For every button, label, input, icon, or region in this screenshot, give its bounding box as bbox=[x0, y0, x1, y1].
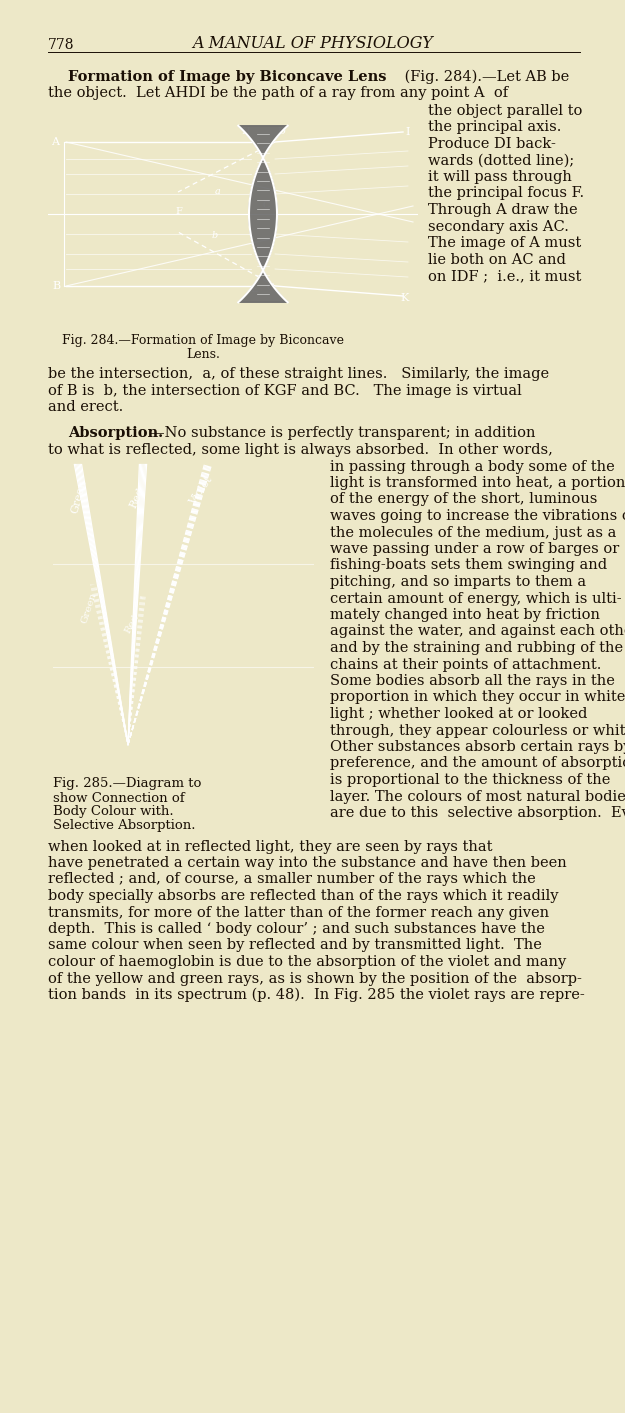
Text: on IDF ;  i.e., it must: on IDF ; i.e., it must bbox=[428, 268, 581, 283]
Text: be the intersection,  a, of these straight lines.   Similarly, the image: be the intersection, a, of these straigh… bbox=[48, 367, 549, 382]
Text: chains at their points of attachment.: chains at their points of attachment. bbox=[330, 657, 601, 671]
Polygon shape bbox=[238, 126, 288, 302]
Text: secondary axis AC.: secondary axis AC. bbox=[428, 219, 569, 233]
Text: layer. The colours of most natural bodies: layer. The colours of most natural bodie… bbox=[330, 790, 625, 804]
Text: 778: 778 bbox=[48, 38, 74, 52]
Text: E: E bbox=[250, 284, 257, 294]
Text: Formation of Image by Biconcave Lens: Formation of Image by Biconcave Lens bbox=[68, 71, 386, 83]
Text: the object parallel to: the object parallel to bbox=[428, 105, 582, 119]
Text: of the energy of the short, luminous: of the energy of the short, luminous bbox=[330, 493, 598, 506]
Text: the principal focus F.: the principal focus F. bbox=[428, 187, 584, 201]
Text: Some bodies absorb all the rays in the: Some bodies absorb all the rays in the bbox=[330, 674, 615, 688]
Text: preference, and the amount of absorption: preference, and the amount of absorption bbox=[330, 756, 625, 770]
Text: b: b bbox=[212, 230, 218, 239]
Text: Red: Red bbox=[128, 486, 146, 510]
Text: reflected ; and, of course, a smaller number of the rays which the: reflected ; and, of course, a smaller nu… bbox=[48, 872, 536, 886]
Text: a: a bbox=[215, 187, 221, 195]
Text: of B is  b, the intersection of KGF and BC.   The image is virtual: of B is b, the intersection of KGF and B… bbox=[48, 383, 522, 397]
Text: colour of haemoglobin is due to the absorption of the violet and many: colour of haemoglobin is due to the abso… bbox=[48, 955, 566, 969]
Text: Fig. 285.—Diagram to: Fig. 285.—Diagram to bbox=[53, 777, 201, 790]
Text: K: K bbox=[400, 292, 408, 302]
Text: wards (dotted line);: wards (dotted line); bbox=[428, 154, 574, 168]
Text: certain amount of energy, which is ulti-: certain amount of energy, which is ulti- bbox=[330, 592, 622, 606]
Text: I: I bbox=[405, 127, 409, 137]
Text: show Connection of: show Connection of bbox=[53, 791, 184, 804]
Text: and by the straining and rubbing of the: and by the straining and rubbing of the bbox=[330, 642, 623, 656]
Text: B: B bbox=[52, 281, 60, 291]
Text: light ; whether looked at or looked: light ; whether looked at or looked bbox=[330, 706, 588, 721]
Text: The image of A must: The image of A must bbox=[428, 236, 581, 250]
Text: to what is reflected, some light is always absorbed.  In other words,: to what is reflected, some light is alwa… bbox=[48, 444, 553, 456]
Text: Lens.: Lens. bbox=[186, 348, 220, 360]
Text: in passing through a body some of the: in passing through a body some of the bbox=[330, 459, 615, 473]
Text: transmits, for more of the latter than of the former reach any given: transmits, for more of the latter than o… bbox=[48, 906, 549, 920]
Text: when looked at in reflected light, they are seen by rays that: when looked at in reflected light, they … bbox=[48, 839, 493, 853]
Text: H: H bbox=[241, 127, 249, 137]
Text: Fig. 284.—Formation of Image by Biconcave: Fig. 284.—Formation of Image by Biconcav… bbox=[62, 333, 344, 348]
Text: is proportional to the thickness of the: is proportional to the thickness of the bbox=[330, 773, 611, 787]
Text: light is transformed into heat, a portion: light is transformed into heat, a portio… bbox=[330, 476, 625, 490]
Text: F: F bbox=[175, 206, 182, 216]
Text: proportion in which they occur in white: proportion in which they occur in white bbox=[330, 691, 625, 705]
Text: tion bands  in its spectrum (p. 48).  In Fig. 285 the violet rays are repre-: tion bands in its spectrum (p. 48). In F… bbox=[48, 988, 585, 1002]
Text: body specially absorbs are reflected than of the rays which it readily: body specially absorbs are reflected tha… bbox=[48, 889, 559, 903]
Text: G: G bbox=[267, 283, 275, 291]
Text: are due to this  selective absorption.  Even: are due to this selective absorption. Ev… bbox=[330, 805, 625, 820]
Text: Green: Green bbox=[70, 479, 89, 514]
Text: (Fig. 284).—Let AB be: (Fig. 284).—Let AB be bbox=[400, 71, 569, 85]
Text: A MANUAL OF PHYSIOLOGY: A MANUAL OF PHYSIOLOGY bbox=[192, 35, 433, 52]
Text: of the yellow and green rays, as is shown by the position of the  absorp-: of the yellow and green rays, as is show… bbox=[48, 972, 582, 985]
Text: —No substance is perfectly transparent; in addition: —No substance is perfectly transparent; … bbox=[150, 427, 536, 441]
Text: pitching, and so imparts to them a: pitching, and so imparts to them a bbox=[330, 575, 586, 589]
Text: lie both on AC and: lie both on AC and bbox=[428, 253, 566, 267]
Text: Green: Green bbox=[80, 591, 99, 625]
Text: wave passing under a row of barges or: wave passing under a row of barges or bbox=[330, 543, 619, 555]
Text: Body Colour with.: Body Colour with. bbox=[53, 805, 174, 818]
Text: Through A draw the: Through A draw the bbox=[428, 203, 578, 218]
Text: have penetrated a certain way into the substance and have then been: have penetrated a certain way into the s… bbox=[48, 856, 567, 870]
Text: A: A bbox=[51, 137, 59, 147]
Text: D: D bbox=[277, 127, 285, 137]
Text: Other substances absorb certain rays by: Other substances absorb certain rays by bbox=[330, 740, 625, 755]
Text: Selective Absorption.: Selective Absorption. bbox=[53, 820, 196, 832]
Text: C: C bbox=[263, 201, 271, 211]
Text: the object.  Let AHDI be the path of a ray from any point A  of: the object. Let AHDI be the path of a ra… bbox=[48, 86, 508, 100]
Text: same colour when seen by reflected and by transmitted light.  The: same colour when seen by reflected and b… bbox=[48, 938, 542, 952]
Text: Violet: Violet bbox=[188, 475, 215, 507]
Text: Produce DI back-: Produce DI back- bbox=[428, 137, 556, 151]
Text: the principal axis.: the principal axis. bbox=[428, 120, 561, 134]
Text: the molecules of the medium, just as a: the molecules of the medium, just as a bbox=[330, 526, 616, 540]
Text: fishing-boats sets them swinging and: fishing-boats sets them swinging and bbox=[330, 558, 607, 572]
Text: it will pass through: it will pass through bbox=[428, 170, 572, 184]
Text: through, they appear colourless or white.: through, they appear colourless or white… bbox=[330, 723, 625, 738]
Text: depth.  This is called ‘ body colour’ ; and such substances have the: depth. This is called ‘ body colour’ ; a… bbox=[48, 923, 545, 935]
Text: waves going to increase the vibrations of: waves going to increase the vibrations o… bbox=[330, 509, 625, 523]
Text: against the water, and against each other,: against the water, and against each othe… bbox=[330, 625, 625, 639]
Text: Absorption.: Absorption. bbox=[68, 427, 163, 441]
Text: Red: Red bbox=[123, 612, 141, 634]
Text: mately changed into heat by friction: mately changed into heat by friction bbox=[330, 608, 600, 622]
Text: and erect.: and erect. bbox=[48, 400, 123, 414]
